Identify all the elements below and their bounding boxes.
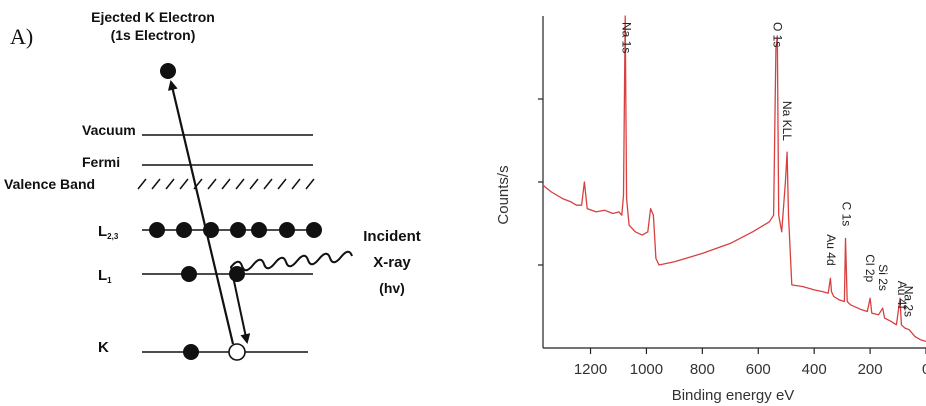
peak-label: Cl 2p	[863, 254, 877, 282]
peak-label: Si 2s	[876, 264, 890, 291]
ejected-title-line1: Ejected K Electron	[91, 9, 215, 25]
l23-label: L2,3	[98, 223, 119, 241]
l1-label: L1	[98, 267, 112, 285]
ejected-electron	[160, 63, 176, 79]
electron	[306, 222, 322, 238]
incident-label-line2: X-ray	[373, 254, 411, 271]
incident-label-line3: (hv)	[379, 280, 405, 296]
y-axis-label: Counts/s	[495, 165, 512, 224]
x-tick-label: 800	[690, 361, 715, 378]
peak-label: C 1s	[839, 202, 853, 227]
l1-label-main: L	[98, 267, 107, 284]
k-electron	[183, 344, 199, 360]
k-label: K	[98, 339, 109, 356]
x-axis-label: Binding energy eV	[672, 387, 795, 404]
panel-a: A) Ejected K Electron (1s Electron) Vacu…	[4, 9, 421, 361]
x-tick-label: 400	[802, 361, 827, 378]
x-ticks: 1200 1000 800 600 400 200 0	[574, 348, 926, 378]
electron	[176, 222, 192, 238]
l23-label-main: L	[98, 223, 107, 240]
electron	[149, 222, 165, 238]
l23-label-sub: 2,3	[107, 232, 119, 241]
valence-band-hatch	[137, 178, 315, 190]
x-tick-label: 1200	[574, 361, 607, 378]
x-tick-label: 200	[858, 361, 883, 378]
peak-label: Na 2s	[901, 286, 915, 317]
peak-label: Au 4d	[824, 234, 838, 265]
electron	[181, 266, 197, 282]
fermi-label: Fermi	[82, 154, 120, 170]
k-vacancy	[228, 343, 246, 361]
spectrum	[542, 15, 926, 343]
ejected-title-line2: (1s Electron)	[111, 27, 196, 43]
peak-label: Au 4f	[895, 281, 909, 310]
x-tick-label: 600	[746, 361, 771, 378]
peak-label: O 1s	[771, 22, 785, 47]
incident-xray-wave	[229, 250, 353, 344]
peak-label: Na 1s	[619, 22, 633, 53]
electron	[279, 222, 295, 238]
vacuum-label: Vacuum	[82, 122, 136, 138]
electron	[230, 222, 246, 238]
x-tick-label: 1000	[630, 361, 663, 378]
peak-labels: Na 1s O 1s Na KLL Au 4dC 1s Cl 2p Si 2s Au 4fN…	[619, 22, 915, 317]
x-tick-label: 0	[922, 361, 926, 378]
spectrum-line	[542, 15, 926, 343]
electron	[251, 222, 267, 238]
peak-label: Na KLL	[780, 101, 794, 141]
y-ticks	[538, 98, 543, 266]
l23-electrons	[149, 222, 322, 238]
l1-label-sub: 1	[107, 276, 112, 285]
incident-label-line1: Incident	[363, 228, 421, 245]
emission-arrow	[167, 80, 235, 345]
valence-band-label: Valence Band	[4, 176, 95, 192]
panel-label: A)	[10, 24, 33, 49]
xps-chart: Counts/s Binding energy eV 1200 1000 800 60…	[495, 15, 926, 404]
